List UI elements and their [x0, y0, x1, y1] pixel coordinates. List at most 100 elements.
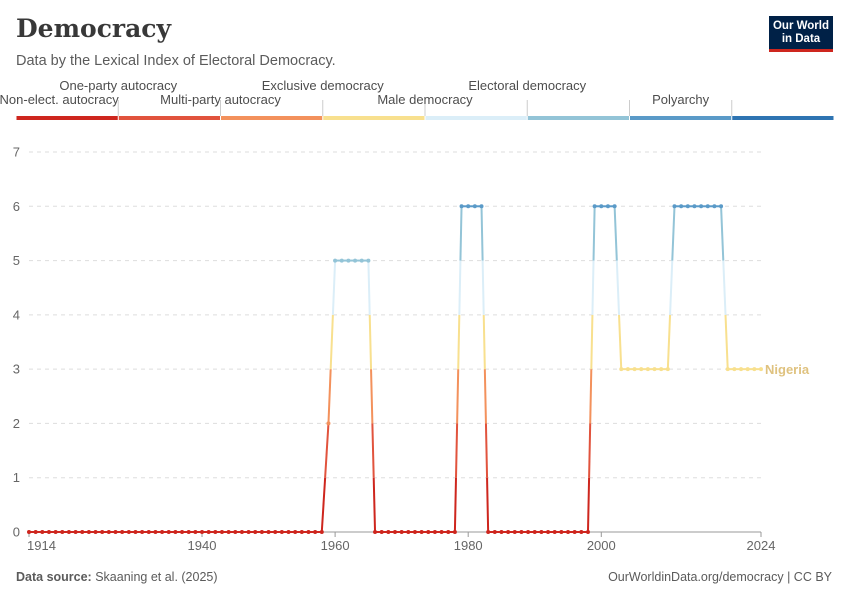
series-point[interactable]: [426, 530, 431, 534]
series-point[interactable]: [373, 530, 378, 534]
series-point[interactable]: [46, 530, 51, 534]
series-point[interactable]: [719, 204, 724, 209]
series-point[interactable]: [559, 530, 564, 534]
series-point[interactable]: [226, 530, 231, 534]
series-point[interactable]: [153, 530, 158, 534]
series-point[interactable]: [366, 258, 371, 263]
series-point[interactable]: [73, 530, 78, 534]
series-point[interactable]: [173, 530, 178, 534]
series-point[interactable]: [632, 367, 637, 372]
series-point[interactable]: [685, 204, 690, 209]
series-point[interactable]: [679, 204, 684, 209]
series-point[interactable]: [639, 367, 644, 372]
series-point[interactable]: [313, 530, 318, 534]
series-point[interactable]: [146, 530, 151, 534]
series-point[interactable]: [745, 367, 750, 372]
series-point[interactable]: [459, 204, 464, 209]
series-point[interactable]: [233, 530, 238, 534]
series-point[interactable]: [100, 530, 105, 534]
series-point[interactable]: [592, 204, 597, 209]
series-point[interactable]: [725, 367, 730, 372]
series-point[interactable]: [326, 421, 331, 426]
series-point[interactable]: [106, 530, 111, 534]
series-point[interactable]: [506, 530, 511, 534]
owid-logo[interactable]: Our World in Data: [769, 16, 833, 52]
series-point[interactable]: [712, 204, 717, 209]
series-point[interactable]: [659, 367, 664, 372]
series-point[interactable]: [466, 204, 471, 209]
series-point[interactable]: [692, 204, 697, 209]
series-point[interactable]: [180, 530, 185, 534]
series-point[interactable]: [406, 530, 411, 534]
series-point[interactable]: [66, 530, 71, 534]
series-point[interactable]: [439, 530, 444, 534]
series-point[interactable]: [612, 204, 617, 209]
series-point[interactable]: [166, 530, 171, 534]
series-point[interactable]: [546, 530, 551, 534]
series-point[interactable]: [585, 530, 590, 534]
series-point[interactable]: [333, 258, 338, 263]
series-point[interactable]: [33, 530, 38, 534]
series-point[interactable]: [286, 530, 291, 534]
series-point[interactable]: [353, 258, 358, 263]
series-point[interactable]: [346, 258, 351, 263]
series-point[interactable]: [299, 530, 304, 534]
series-point[interactable]: [279, 530, 284, 534]
series-point[interactable]: [512, 530, 517, 534]
series-point[interactable]: [293, 530, 298, 534]
series-point[interactable]: [759, 367, 763, 372]
series-point[interactable]: [605, 204, 610, 209]
series-label[interactable]: Nigeria: [765, 362, 810, 377]
series-point[interactable]: [432, 530, 437, 534]
series-point[interactable]: [339, 258, 344, 263]
series-point[interactable]: [27, 530, 31, 534]
series-point[interactable]: [393, 530, 397, 534]
series-point[interactable]: [619, 367, 624, 372]
series-point[interactable]: [645, 367, 650, 372]
series-point[interactable]: [452, 530, 457, 534]
series-point[interactable]: [472, 204, 477, 209]
series-point[interactable]: [519, 530, 524, 534]
series-point[interactable]: [625, 367, 630, 372]
series-point[interactable]: [359, 258, 364, 263]
series-point[interactable]: [599, 204, 604, 209]
series-point[interactable]: [752, 367, 757, 372]
series-point[interactable]: [53, 530, 58, 534]
series-point[interactable]: [60, 530, 65, 534]
series-point[interactable]: [140, 530, 145, 534]
series-point[interactable]: [319, 530, 324, 534]
series-point[interactable]: [579, 530, 584, 534]
series-point[interactable]: [253, 530, 258, 534]
series-point[interactable]: [193, 530, 198, 534]
series-point[interactable]: [732, 367, 737, 372]
series-point[interactable]: [259, 530, 264, 534]
series-point[interactable]: [419, 530, 424, 534]
series-point[interactable]: [213, 530, 218, 534]
source-url-link[interactable]: OurWorldinData.org/democracy | CC BY: [608, 570, 832, 584]
series-point[interactable]: [672, 204, 677, 209]
series-point[interactable]: [306, 530, 311, 534]
series-point[interactable]: [206, 530, 211, 534]
series-point[interactable]: [40, 530, 45, 534]
series-point[interactable]: [133, 530, 138, 534]
series-point[interactable]: [160, 530, 165, 534]
series-point[interactable]: [266, 530, 271, 534]
series-point[interactable]: [379, 530, 384, 534]
series-point[interactable]: [526, 530, 531, 534]
series-point[interactable]: [499, 530, 504, 534]
series-point[interactable]: [739, 367, 744, 372]
series-point[interactable]: [219, 530, 224, 534]
series-point[interactable]: [273, 530, 278, 534]
series-point[interactable]: [532, 530, 537, 534]
series-point[interactable]: [479, 204, 484, 209]
series-point[interactable]: [699, 204, 704, 209]
series-point[interactable]: [492, 530, 497, 534]
series-point[interactable]: [412, 530, 417, 534]
series-point[interactable]: [239, 530, 244, 534]
series-point[interactable]: [572, 530, 577, 534]
series-point[interactable]: [113, 530, 118, 534]
series-point[interactable]: [186, 530, 191, 534]
series-point[interactable]: [652, 367, 657, 372]
series-point[interactable]: [120, 530, 125, 534]
series-point[interactable]: [539, 530, 544, 534]
